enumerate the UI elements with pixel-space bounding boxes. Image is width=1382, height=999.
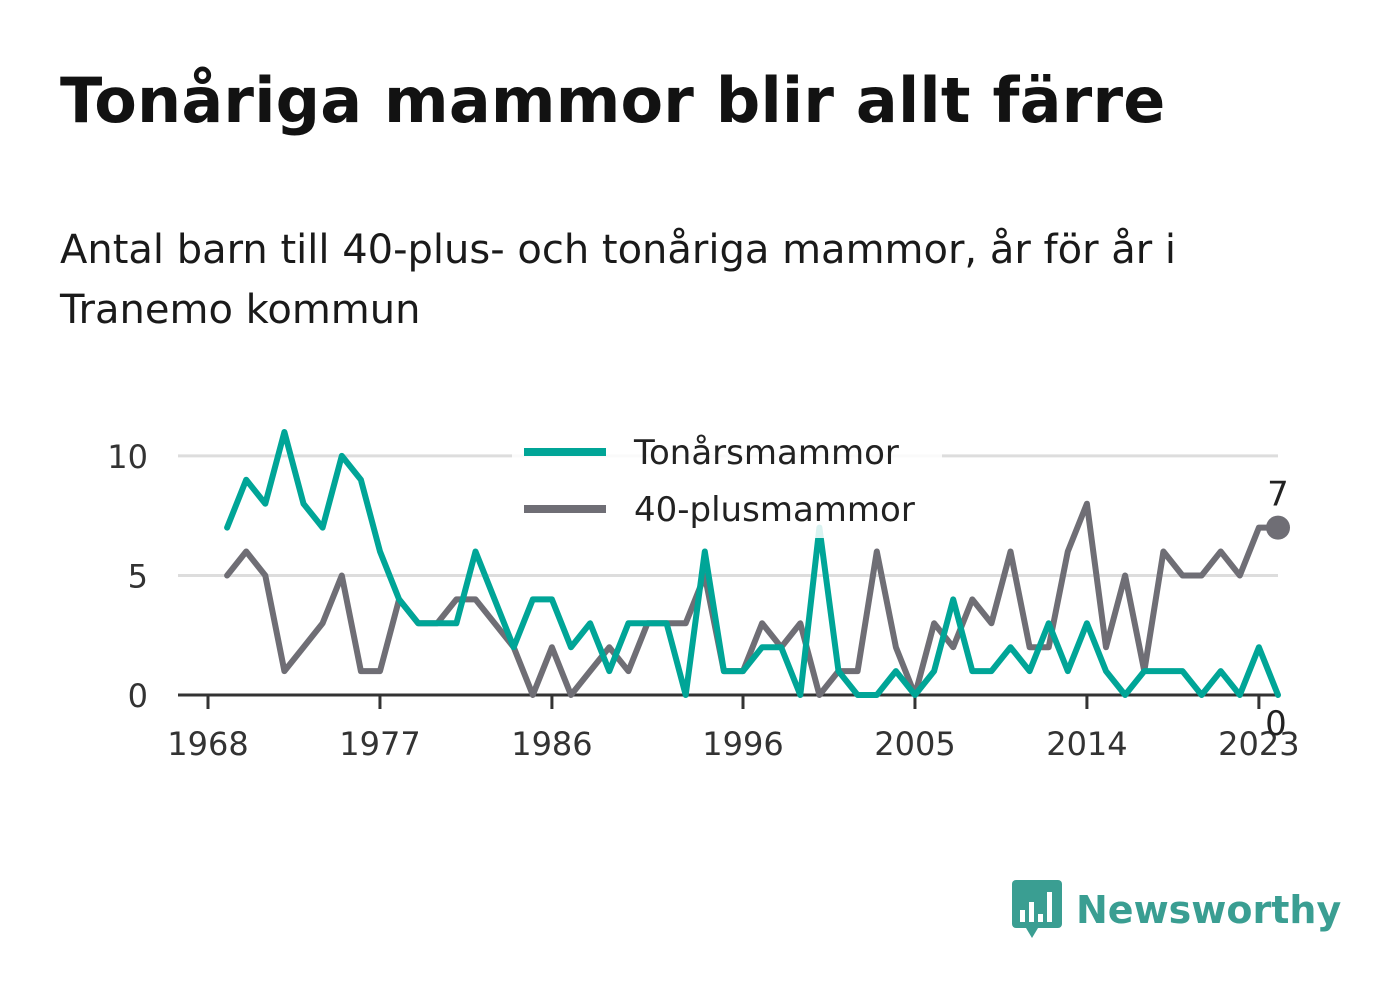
y-tick-label: 5 — [128, 557, 148, 595]
brand-logo: Newsworthy — [1012, 880, 1341, 940]
chart-subtitle: Antal barn till 40-plus- och tonåriga ma… — [60, 227, 1177, 333]
x-tick-label: 1996 — [702, 725, 783, 763]
x-tick-label: 1968 — [167, 725, 248, 763]
x-tick-label: 2023 — [1218, 725, 1299, 763]
end-marker-40-plusmammor — [1266, 515, 1290, 540]
x-tick-label: 1986 — [511, 725, 592, 763]
legend-box — [512, 426, 942, 538]
newsworthy-icon — [1012, 880, 1062, 938]
y-tick-label: 10 — [107, 438, 148, 476]
chart-title: Tonåriga mammor blir allt färre — [60, 64, 1166, 137]
y-tick-label: 0 — [128, 677, 148, 715]
brand-name: Newsworthy — [1076, 888, 1342, 932]
x-tick-label: 1977 — [339, 725, 420, 763]
series-line-Tonårsmammor — [224, 429, 1281, 698]
end-label-Tonårsmammor: 0 — [1265, 704, 1287, 744]
end-label-40-plusmammor: 7 — [1267, 475, 1289, 515]
legend-label: 40-plusmammor — [634, 490, 915, 530]
x-tick-label: 2005 — [874, 725, 955, 763]
x-tick-label: 2014 — [1046, 725, 1127, 763]
legend-label: Tonårsmammor — [633, 433, 899, 473]
